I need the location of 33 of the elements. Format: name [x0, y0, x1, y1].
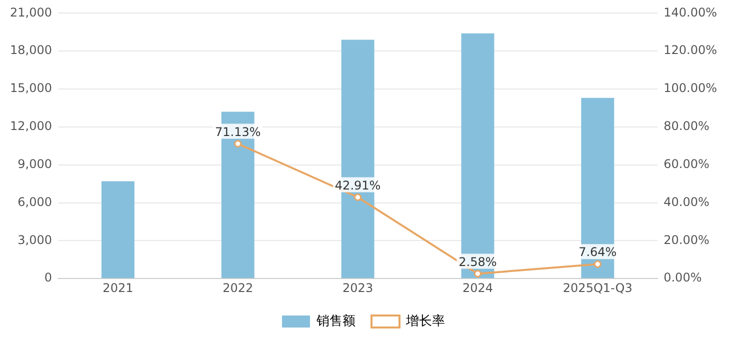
- y2-tick-label: 140.00%: [664, 5, 717, 20]
- data-label: 71.13%: [214, 124, 261, 139]
- y-tick-label: 9,000: [18, 156, 52, 171]
- x-tick-label: 2025Q1-Q3: [562, 280, 632, 295]
- y2-tick-label: 0.00%: [664, 270, 702, 285]
- point: [474, 270, 482, 278]
- y2-tick-label: 80.00%: [664, 119, 710, 134]
- y-tick-label: 3,000: [18, 232, 52, 247]
- data-label: 2.58%: [458, 254, 497, 269]
- data-label: 42.91%: [334, 178, 381, 192]
- x-tick-label: 2023: [342, 280, 374, 295]
- y-tick-label: 0: [44, 270, 52, 285]
- legend-label: 增长率: [405, 312, 445, 329]
- x-tick-label: 2022: [222, 280, 254, 295]
- y-tick-label: 6,000: [18, 194, 52, 209]
- bar: [101, 181, 134, 278]
- x-tick-label: 2024: [462, 280, 493, 295]
- bar: [581, 98, 614, 278]
- y-tick-label: 21,000: [10, 5, 52, 20]
- point: [354, 194, 362, 202]
- y-tick-label: 15,000: [10, 81, 52, 96]
- data-label: 7.64%: [578, 245, 617, 260]
- y2-tick-label: 40.00%: [664, 194, 710, 209]
- y2-tick-label: 120.00%: [664, 43, 717, 58]
- y2-tick-label: 100.00%: [664, 81, 717, 96]
- y-tick-label: 12,000: [10, 119, 52, 134]
- point: [594, 260, 602, 268]
- x-tick-label: 2021: [102, 280, 134, 295]
- y-tick-label: 18,000: [10, 43, 52, 58]
- y2-tick-label: 20.00%: [664, 232, 710, 247]
- point: [234, 140, 242, 148]
- y2-tick-label: 60.00%: [664, 156, 710, 171]
- legend-label: 销售额: [316, 314, 356, 329]
